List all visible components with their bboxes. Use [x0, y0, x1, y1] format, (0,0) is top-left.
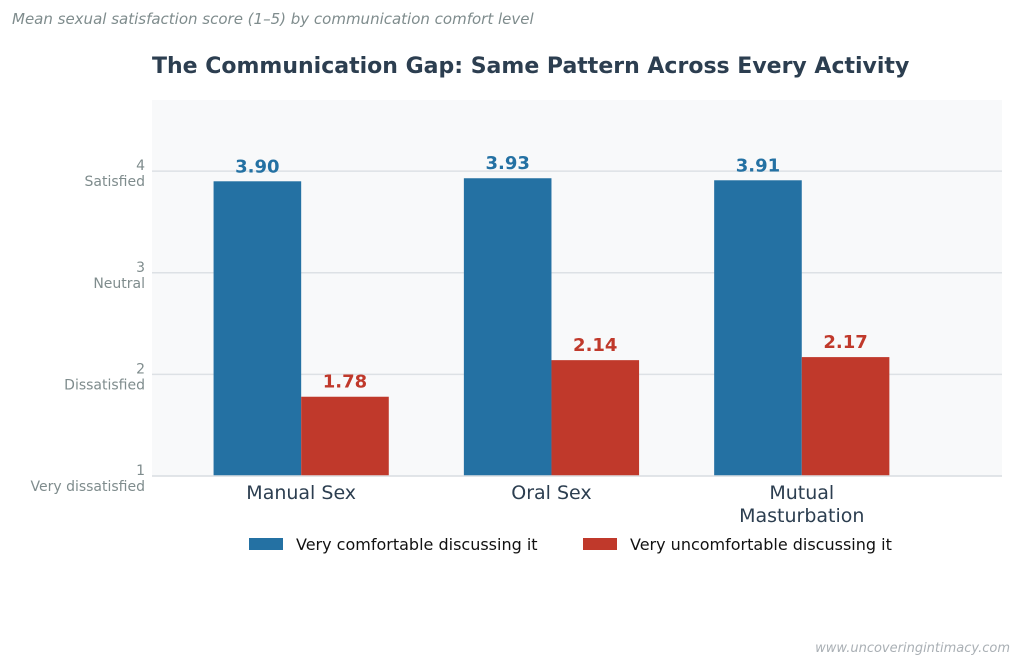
- y-tick-label: 4: [136, 158, 145, 174]
- y-tick-label: 3: [136, 260, 145, 276]
- data-label: 3.90: [235, 156, 279, 177]
- chart-subtitle: Mean sexual satisfaction score (1–5) by …: [12, 10, 534, 28]
- bar-uncomfortable: [551, 360, 640, 476]
- bar-comfortable: [714, 180, 802, 477]
- data-label: 3.93: [485, 153, 529, 174]
- y-tick-sublabel: Very dissatisfied: [30, 479, 145, 495]
- bar-comfortable: [213, 181, 302, 476]
- data-label: 3.91: [736, 155, 780, 176]
- y-tick-sublabel: Dissatisfied: [64, 377, 145, 393]
- chart-title: The Communication Gap: Same Pattern Acro…: [152, 54, 910, 79]
- data-label: 2.17: [823, 332, 867, 353]
- bar-uncomfortable: [801, 357, 890, 476]
- legend-label: Very uncomfortable discussing it: [630, 535, 892, 554]
- legend-label: Very comfortable discussing it: [296, 535, 538, 554]
- data-label: 2.14: [573, 335, 617, 356]
- x-tick-label: Masturbation: [739, 505, 864, 527]
- bar-uncomfortable: [301, 396, 389, 476]
- x-tick-label: Mutual: [769, 482, 834, 504]
- y-tick-label: 2: [136, 361, 145, 377]
- bar-comfortable: [463, 178, 552, 476]
- x-tick-label: Manual Sex: [246, 482, 356, 504]
- y-tick-sublabel: Neutral: [93, 276, 145, 292]
- x-tick-label: Oral Sex: [511, 482, 591, 504]
- legend-swatch: [249, 538, 283, 550]
- data-label: 1.78: [323, 372, 367, 393]
- legend-swatch: [583, 538, 617, 550]
- source-url: www.uncoveringintimacy.com: [815, 641, 1010, 656]
- y-tick-label: 1: [136, 463, 145, 479]
- y-tick-sublabel: Satisfied: [85, 174, 145, 190]
